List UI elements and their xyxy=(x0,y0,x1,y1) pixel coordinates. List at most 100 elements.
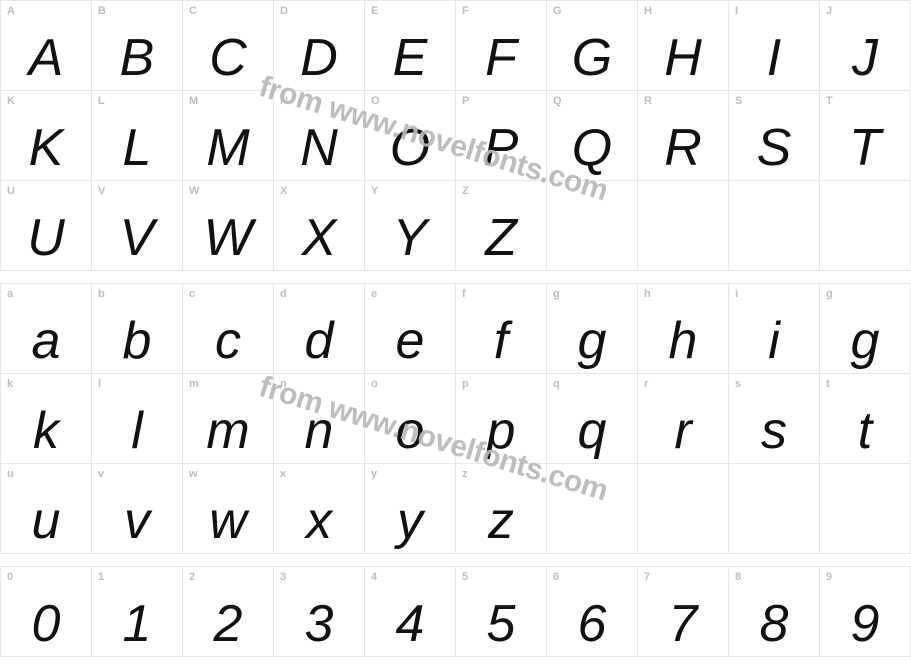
cell-label: r xyxy=(644,378,648,390)
cell-glyph: 4 xyxy=(365,598,455,650)
glyph-cell: uu xyxy=(1,464,92,554)
cell-label: n xyxy=(280,378,287,390)
cell-label: h xyxy=(644,288,651,300)
cell-glyph: b xyxy=(92,315,182,367)
cell-label: R xyxy=(644,95,652,107)
cell-glyph: F xyxy=(456,32,546,84)
cell-glyph: 9 xyxy=(820,598,910,650)
glyph-cell: AA xyxy=(1,1,92,91)
cell-label: f xyxy=(462,288,466,300)
cell-label: X xyxy=(280,185,287,197)
cell-label: l xyxy=(98,378,101,390)
glyph-cell: QQ xyxy=(547,91,638,181)
cell-glyph: z xyxy=(456,495,546,547)
cell-label: A xyxy=(7,5,15,17)
cell-glyph: f xyxy=(456,315,546,367)
cell-glyph: u xyxy=(1,495,91,547)
cell-label: 2 xyxy=(189,571,195,583)
cell-label: x xyxy=(280,468,286,480)
cell-label: k xyxy=(7,378,13,390)
cell-glyph: N xyxy=(274,122,364,174)
cell-label: Q xyxy=(553,95,562,107)
cell-label: K xyxy=(7,95,15,107)
cell-glyph: S xyxy=(729,122,819,174)
cell-glyph: q xyxy=(547,405,637,457)
glyph-cell: tt xyxy=(820,374,911,464)
cell-label: Y xyxy=(371,185,378,197)
cell-glyph: r xyxy=(638,405,728,457)
glyph-cell: mm xyxy=(183,374,274,464)
cell-label: t xyxy=(826,378,830,390)
cell-glyph: 5 xyxy=(456,598,546,650)
cell-glyph: v xyxy=(92,495,182,547)
cell-label: L xyxy=(98,95,105,107)
cell-label: B xyxy=(98,5,106,17)
glyph-cell: BB xyxy=(92,1,183,91)
cell-label: E xyxy=(371,5,378,17)
glyph-cell: oo xyxy=(365,374,456,464)
cell-label: c xyxy=(189,288,195,300)
cell-label: U xyxy=(7,185,15,197)
cell-label: H xyxy=(644,5,652,17)
glyph-cell: MM xyxy=(183,91,274,181)
cell-label: C xyxy=(189,5,197,17)
cell-glyph: M xyxy=(183,122,273,174)
glyph-cell: OO xyxy=(365,91,456,181)
cell-label: N xyxy=(280,95,288,107)
cell-glyph: V xyxy=(92,212,182,264)
cell-glyph: e xyxy=(365,315,455,367)
cell-label: 9 xyxy=(826,571,832,583)
cell-label: S xyxy=(735,95,742,107)
glyph-cell: VV xyxy=(92,181,183,271)
cell-glyph: T xyxy=(820,122,910,174)
empty-cell xyxy=(729,181,820,271)
cell-glyph: B xyxy=(92,32,182,84)
glyph-cell: RR xyxy=(638,91,729,181)
glyph-cell: ee xyxy=(365,284,456,374)
cell-glyph: s xyxy=(729,405,819,457)
glyph-cell: 22 xyxy=(183,567,274,657)
glyph-cell: XX xyxy=(274,181,365,271)
cell-label: 1 xyxy=(98,571,104,583)
glyph-cell: EE xyxy=(365,1,456,91)
glyph-cell: 55 xyxy=(456,567,547,657)
cell-label: a xyxy=(7,288,13,300)
cell-label: F xyxy=(462,5,469,17)
cell-label: 0 xyxy=(7,571,13,583)
glyph-cell: pp xyxy=(456,374,547,464)
glyph-cell: 77 xyxy=(638,567,729,657)
cell-glyph: 3 xyxy=(274,598,364,650)
cell-glyph: 6 xyxy=(547,598,637,650)
glyph-cell: ff xyxy=(456,284,547,374)
cell-glyph: 2 xyxy=(183,598,273,650)
empty-cell xyxy=(638,464,729,554)
glyph-cell: 66 xyxy=(547,567,638,657)
section-uppercase: AABBCCDDEEFFGGHHIIJJKKLLMMNNOOPPQQRRSSTT… xyxy=(0,0,911,271)
cell-glyph: O xyxy=(365,122,455,174)
cell-glyph: C xyxy=(183,32,273,84)
glyph-cell: ll xyxy=(92,374,183,464)
glyph-cell: qq xyxy=(547,374,638,464)
cell-label: D xyxy=(280,5,288,17)
cell-glyph: W xyxy=(183,212,273,264)
glyph-cell: WW xyxy=(183,181,274,271)
cell-glyph: m xyxy=(183,405,273,457)
glyph-cell: rr xyxy=(638,374,729,464)
cell-glyph: 1 xyxy=(92,598,182,650)
glyph-cell: PP xyxy=(456,91,547,181)
cell-glyph: w xyxy=(183,495,273,547)
glyph-cell: 33 xyxy=(274,567,365,657)
empty-cell xyxy=(547,181,638,271)
cell-glyph: R xyxy=(638,122,728,174)
cell-glyph: Z xyxy=(456,212,546,264)
empty-cell xyxy=(547,464,638,554)
cell-glyph: Y xyxy=(365,212,455,264)
glyph-cell: hh xyxy=(638,284,729,374)
glyph-cell: ii xyxy=(729,284,820,374)
cell-label: 6 xyxy=(553,571,559,583)
cell-label: I xyxy=(735,5,738,17)
glyph-cell: gg xyxy=(820,284,911,374)
cell-label: z xyxy=(462,468,468,480)
empty-cell xyxy=(729,464,820,554)
cell-glyph: k xyxy=(1,405,91,457)
